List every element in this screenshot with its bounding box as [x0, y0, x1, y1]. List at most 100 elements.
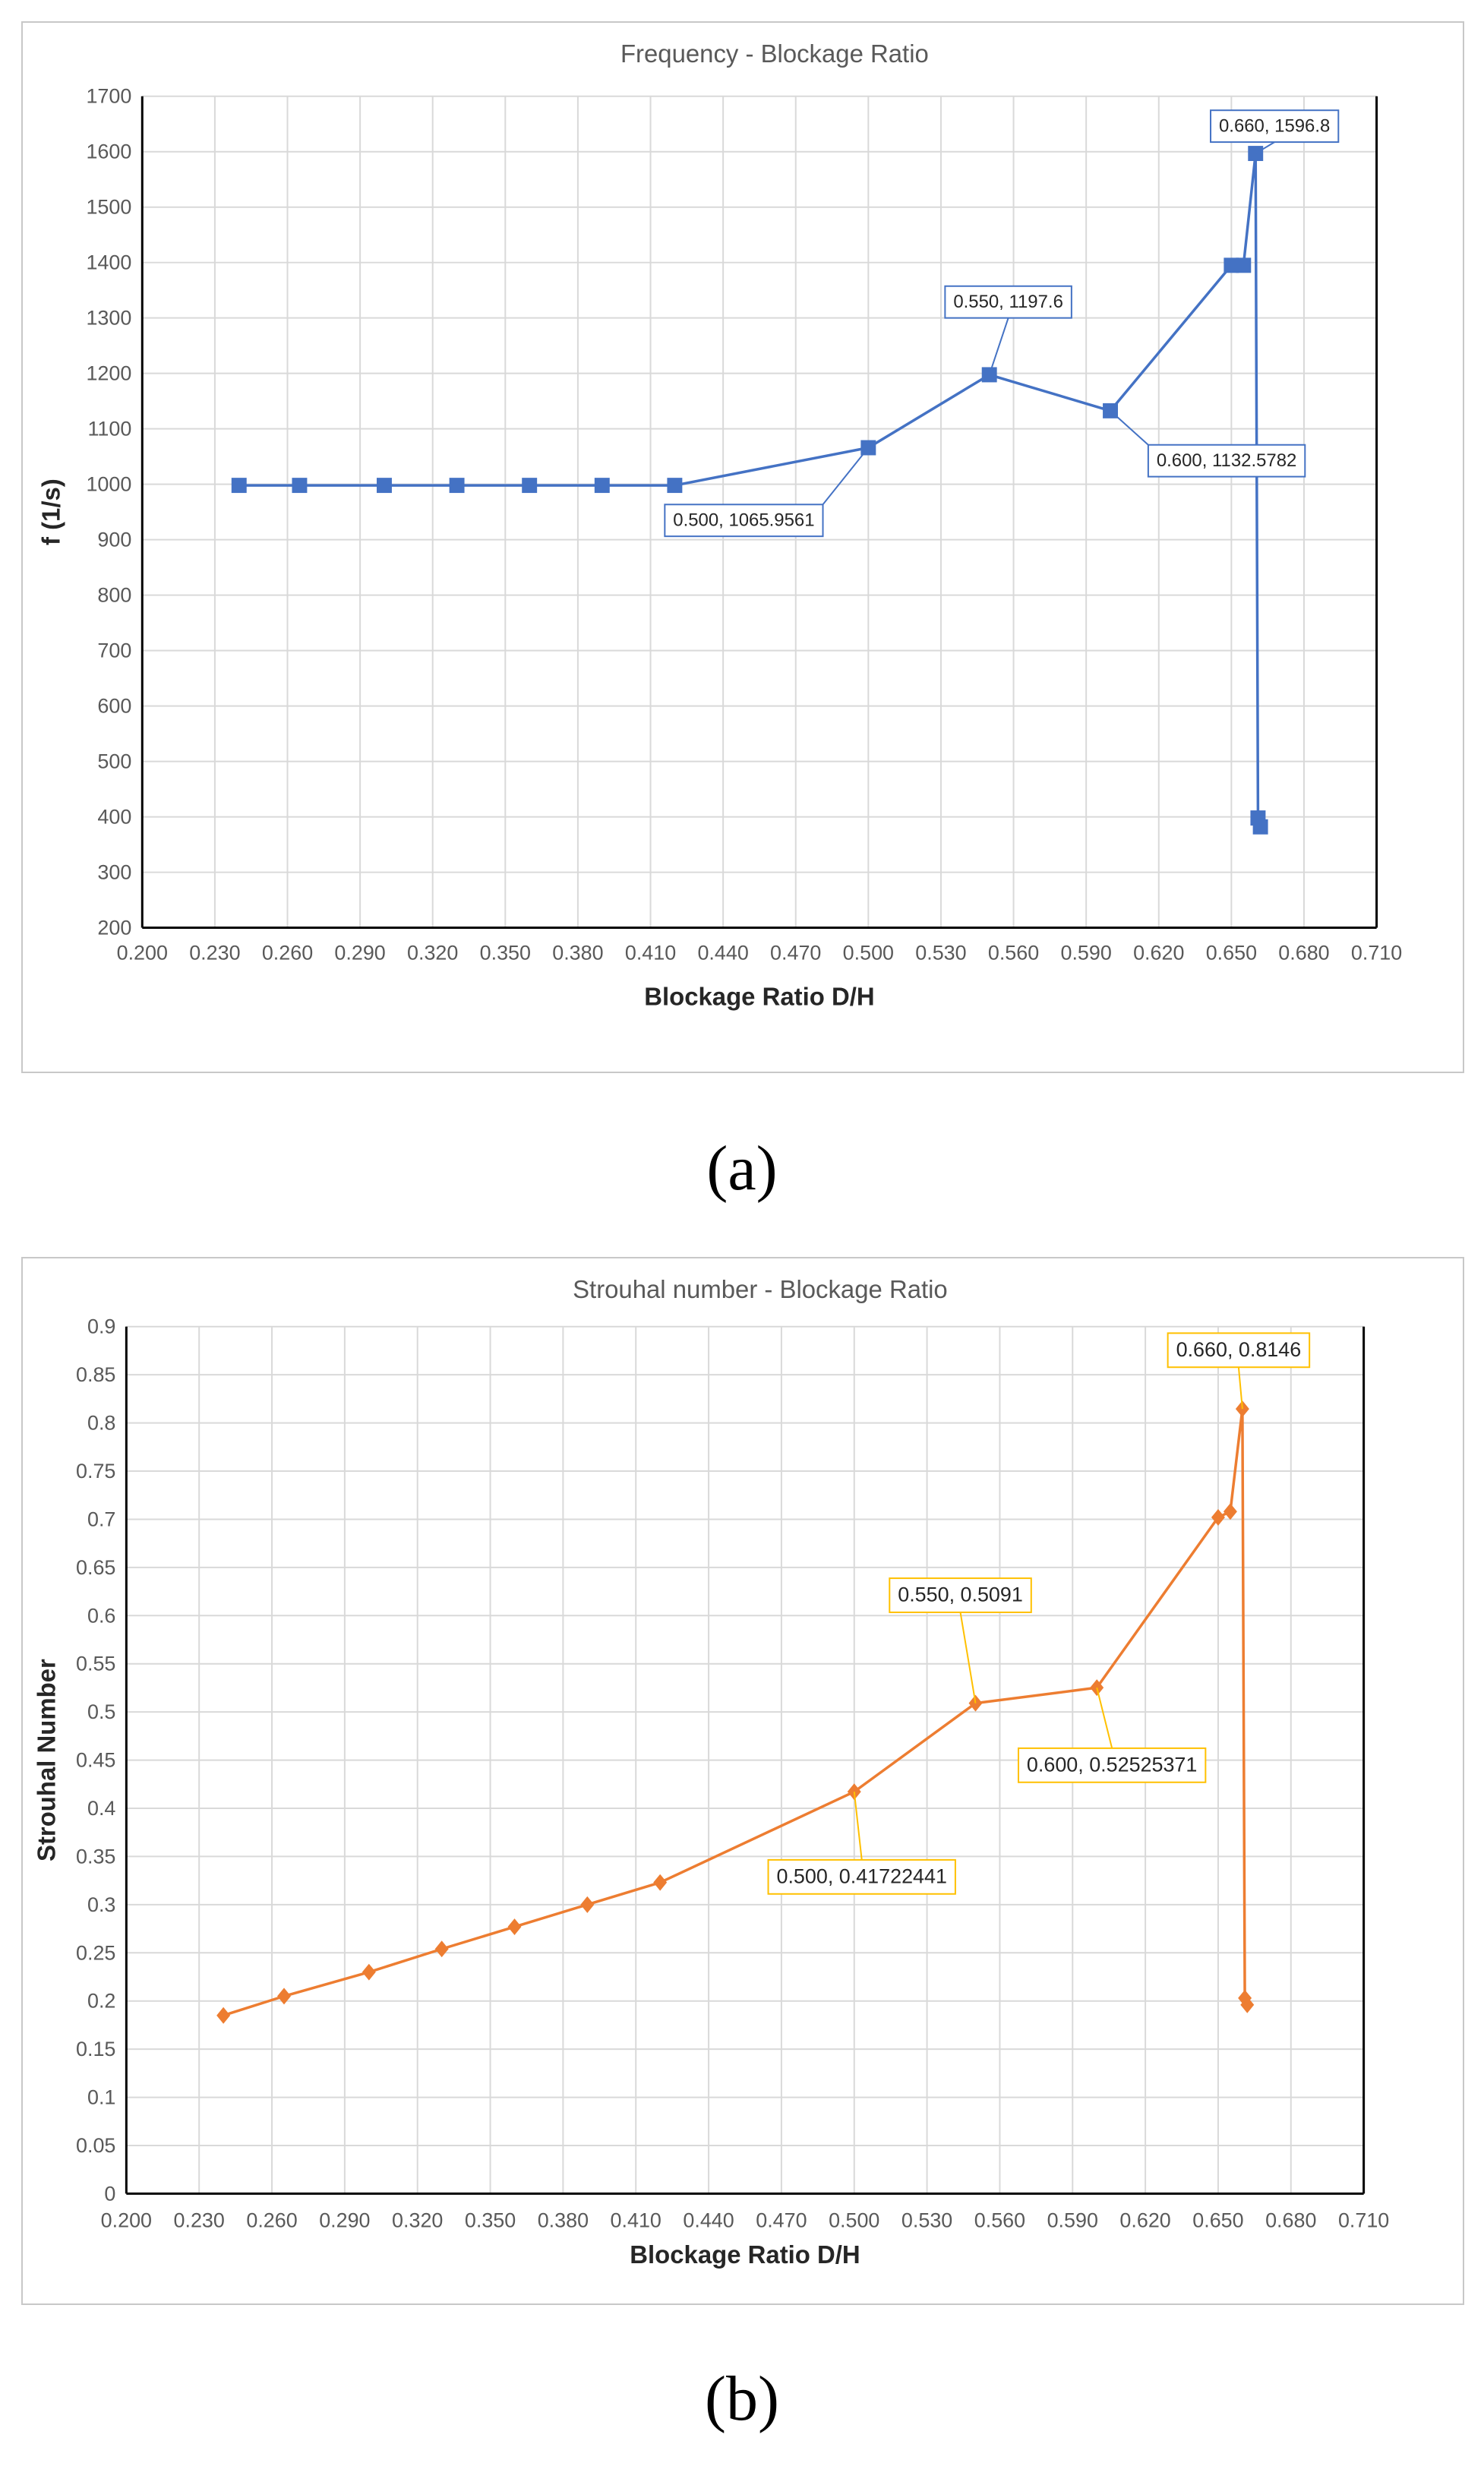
chart-a-x-tick-label: 0.380 [552, 941, 603, 964]
chart-b-y-axis-title: Strouhal Number [33, 1659, 61, 1861]
chart-a-x-tick-label: 0.350 [480, 941, 531, 964]
chart-a-data-point [377, 478, 392, 494]
chart-a-data-label-callout: 0.500, 1065.9561 [664, 447, 870, 538]
chart-b-x-tick-label: 0.350 [465, 2209, 516, 2231]
chart-b-y-tick-label: 0 [104, 2182, 115, 2205]
chart-a-data-point [667, 478, 683, 494]
chart-b-x-tick-label: 0.200 [101, 2209, 152, 2231]
chart-a-data-point [594, 478, 610, 494]
chart-a-data-label: 0.550, 1197.6 [953, 292, 1063, 312]
chart-b-y-tick-label: 0.15 [76, 2038, 115, 2060]
chart-b-callout-leader [1237, 1367, 1243, 1410]
chart-a-x-tick-label: 0.500 [843, 941, 894, 964]
chart-b-y-tick-label: 0.7 [87, 1508, 115, 1530]
chart-b-data-label-callout: 0.660, 0.8146 [1167, 1332, 1311, 1410]
chart-a-x-axis-title: Blockage Ratio D/H [644, 982, 874, 1010]
chart-a-x-tick-label: 0.530 [915, 941, 966, 964]
chart-b-x-tick-label: 0.650 [1192, 2209, 1243, 2231]
chart-a-callout-leader [988, 317, 1009, 375]
chart-a-x-tick-label: 0.710 [1351, 941, 1402, 964]
chart-b-callout-leader [853, 1792, 863, 1861]
chart-a-x-tick-label: 0.560 [988, 941, 1039, 964]
chart-b-callout-leader [1096, 1687, 1113, 1749]
chart-b-data-label-callout: 0.500, 0.41722441 [767, 1792, 956, 1895]
chart-b-data-point [216, 2007, 231, 2024]
chart-a-data-label: 0.660, 1596.8 [1219, 115, 1330, 136]
chart-a-y-tick-label: 1100 [87, 418, 131, 440]
chart-a-y-tick-label: 700 [97, 639, 131, 662]
chart-b-y-tick-label: 0.55 [76, 1653, 115, 1675]
chart-b-y-tick-label: 0.2 [87, 1990, 115, 2013]
chart-b-y-tick-label: 0.75 [76, 1460, 115, 1482]
chart-a-callout-leader [1255, 141, 1275, 154]
chart-b-y-tick-label: 0.65 [76, 1556, 115, 1579]
chart-a-y-tick-label: 400 [97, 806, 131, 829]
chart-a-data-point [231, 478, 247, 494]
frequency-chart: 200 300 400 500 600 700 800 900 1000 1100 1200 1300… [37, 39, 1403, 1010]
chart-a-title: Frequency - Blockage Ratio [620, 39, 929, 68]
chart-b-callout-leader [959, 1612, 977, 1703]
chart-b-y-tick-label: 0.5 [87, 1700, 115, 1723]
chart-a-x-tick-label: 0.410 [625, 941, 676, 964]
strouhal-chart: 0 0.05 0.1 0.15 0.2 0.25 0.3 0.35 0.4 0.45 0.5 0.55… [33, 1275, 1390, 2269]
chart-a-data-label-box [944, 285, 1072, 319]
chart-a-data-point [1224, 257, 1239, 273]
chart-a-data-point [1236, 257, 1252, 273]
caption-b: (b) [705, 2363, 779, 2434]
chart-b-y-tick-label: 0.85 [76, 1363, 115, 1386]
chart-b-x-tick-label: 0.320 [392, 2209, 443, 2231]
chart-b-data-label: 0.660, 0.8146 [1176, 1338, 1302, 1361]
chart-a-y-tick-label: 1300 [86, 307, 131, 330]
chart-a-x-tick-label: 0.230 [189, 941, 240, 964]
chart-a-y-tick-label: 1200 [86, 362, 131, 385]
chart-b-x-tick-label: 0.290 [319, 2209, 370, 2231]
chart-b-data-point [1238, 1989, 1252, 2007]
chart-a-data-label-callout: 0.550, 1197.6 [944, 285, 1072, 375]
chart-b-data-point [507, 1918, 522, 1936]
chart-a-data-label-box [1147, 444, 1306, 478]
chart-b-x-tick-label: 0.560 [974, 2209, 1025, 2231]
chart-b-y-tick-label: 0.05 [76, 2134, 115, 2157]
chart-b-data-point [1240, 1996, 1255, 2013]
chart-b-y-tick-label: 0.35 [76, 1845, 115, 1868]
chart-b-y-tick-label: 0.8 [87, 1412, 115, 1435]
chart-a-y-tick-label: 1700 [86, 85, 131, 108]
chart-b-x-tick-label: 0.260 [246, 2209, 297, 2231]
chart-b-data-label-callout: 0.550, 0.5091 [889, 1577, 1032, 1703]
chart-b-data-label-box [889, 1577, 1032, 1613]
chart-a-x-tick-label: 0.680 [1278, 941, 1329, 964]
chart-b-y-tick-label: 0.4 [87, 1797, 115, 1820]
chart-a-x-tick-label: 0.470 [770, 941, 821, 964]
chart-a-y-tick-label: 300 [97, 861, 131, 884]
chart-panel-strouhal: 0 0.05 0.1 0.15 0.2 0.25 0.3 0.35 0.4 0.45 0.5 0.55… [21, 1257, 1464, 2305]
chart-b-y-tick-label: 0.45 [76, 1749, 115, 1772]
chart-b-x-axis-title: Blockage Ratio D/H [630, 2240, 860, 2269]
chart-a-data-label-box [664, 504, 824, 538]
chart-a-y-tick-label: 1600 [86, 141, 131, 163]
chart-b-x-tick-label: 0.410 [611, 2209, 661, 2231]
chart-a-y-tick-label: 900 [97, 529, 131, 551]
chart-b-x-tick-label: 0.230 [174, 2209, 225, 2231]
chart-a-data-point [292, 478, 308, 494]
chart-a-data-point [1252, 819, 1268, 835]
chart-b-x-tick-label: 0.380 [538, 2209, 589, 2231]
chart-b-x-tick-label: 0.440 [683, 2209, 734, 2231]
chart-b-x-tick-label: 0.620 [1119, 2209, 1170, 2231]
chart-b-data-point [1223, 1503, 1237, 1520]
chart-a-callout-leader [1110, 410, 1149, 446]
chart-a-x-tick-label: 0.260 [262, 941, 313, 964]
chart-a-x-tick-label: 0.650 [1206, 941, 1257, 964]
chart-panel-frequency: 200 300 400 500 600 700 800 900 1000 1100 1200 1300… [21, 21, 1464, 1073]
chart-b-data-label-box [1017, 1747, 1207, 1783]
chart-b-y-tick-label: 0.3 [87, 1893, 115, 1916]
chart-a-data-label-callout: 0.660, 1596.8 [1210, 109, 1340, 154]
chart-a-data-label-box [1210, 109, 1340, 144]
chart-b-data-label-box [1167, 1332, 1311, 1369]
chart-a-y-axis-title: f (1/s) [37, 478, 65, 545]
chart-b-data-point [434, 1940, 449, 1958]
chart-b-y-tick-label: 0.1 [87, 2086, 115, 2109]
chart-a-data-point [522, 478, 538, 494]
chart-b-data-point [580, 1896, 595, 1913]
chart-a-y-tick-label: 500 [97, 750, 131, 773]
chart-b-title: Strouhal number - Blockage Ratio [573, 1275, 948, 1303]
